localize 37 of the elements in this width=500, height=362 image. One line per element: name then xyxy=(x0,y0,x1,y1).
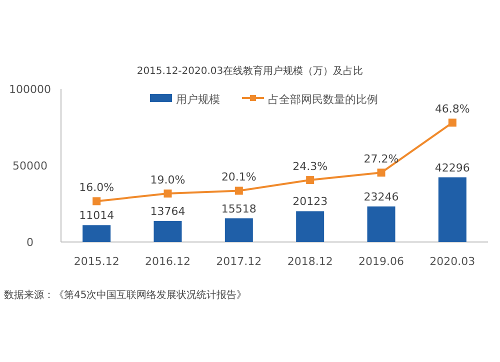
data-label: 20.1% xyxy=(221,170,256,184)
bar xyxy=(296,211,324,242)
bar xyxy=(224,218,253,242)
data-label: 16.0% xyxy=(79,181,114,194)
point xyxy=(234,186,243,195)
x-tick-label: 2015.12 xyxy=(74,255,120,268)
y-tick-label: 100000 xyxy=(9,83,51,96)
data-label: 46.8% xyxy=(434,102,470,116)
x-tick-label: 2016.12 xyxy=(145,255,190,268)
chart-title: 2015.12-2020.03在线教育用户规模（万）及占比 xyxy=(136,65,364,77)
x-tick-label: 2017.12 xyxy=(216,255,262,268)
x-tick-label: 2019.06 xyxy=(358,255,404,268)
data-label: 19.0% xyxy=(150,174,186,187)
data-label: 23246 xyxy=(364,190,399,204)
data-label: 24.3% xyxy=(292,160,328,174)
x-tick-label: 2018.12 xyxy=(287,255,333,268)
data-label: 27.2% xyxy=(364,152,399,166)
bar xyxy=(438,177,466,242)
data-label: 15518 xyxy=(221,202,256,216)
legend-label: 占全部网民数量的比例 xyxy=(268,93,378,106)
bar xyxy=(367,206,396,242)
y-tick-label: 50000 xyxy=(12,160,48,172)
y-tick-label: 0 xyxy=(26,236,34,249)
legend-label: 用户规模 xyxy=(176,93,220,106)
bar xyxy=(154,220,182,242)
data-label: 20123 xyxy=(292,195,328,208)
point xyxy=(306,176,314,184)
point xyxy=(92,197,101,206)
source-note: 数据来源：《第45次中国互联网络发展状况统计报告》 xyxy=(4,289,247,301)
point xyxy=(377,168,386,177)
x-tick-label: 2020.03 xyxy=(430,255,476,268)
data-label: 11014 xyxy=(79,209,114,222)
data-label: 13764 xyxy=(150,204,186,218)
bar xyxy=(82,225,111,242)
point xyxy=(164,190,172,198)
data-label: 42296 xyxy=(434,161,470,174)
point xyxy=(448,118,456,127)
